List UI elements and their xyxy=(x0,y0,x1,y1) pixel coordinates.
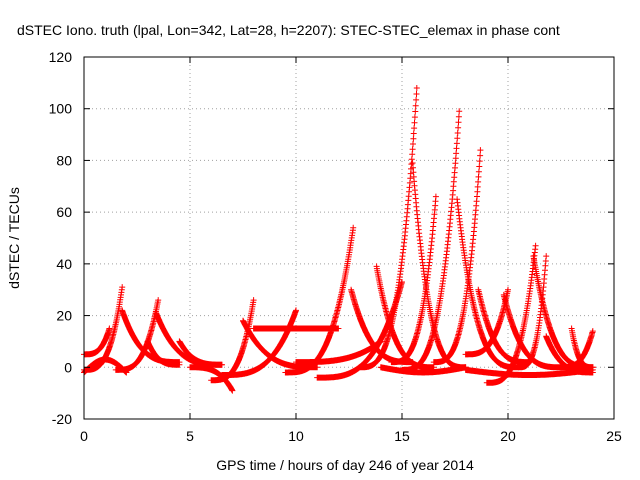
data-point-markers xyxy=(515,253,550,371)
data-arc xyxy=(515,253,550,371)
data-point-markers xyxy=(373,263,437,371)
data-arc xyxy=(112,297,162,373)
data-point-markers xyxy=(430,147,484,366)
data-arc xyxy=(373,263,437,371)
x-tick-label: 0 xyxy=(80,428,88,444)
data-point-markers xyxy=(314,279,405,381)
data-point-markers xyxy=(462,286,511,358)
x-tick-label: 5 xyxy=(186,428,194,444)
data-point-markers xyxy=(112,297,162,373)
data-arc xyxy=(176,338,225,368)
x-tick-label: 10 xyxy=(288,428,304,444)
y-tick-label: 80 xyxy=(56,152,72,168)
data-arc xyxy=(282,224,357,376)
y-tick-label: 60 xyxy=(56,204,72,220)
data-point-markers xyxy=(250,325,342,332)
x-tick-label: 15 xyxy=(394,428,410,444)
tick-layer: 0 5 10 15 20 25 -20 0 20 40 60 80 100 120 xyxy=(49,49,622,444)
data-point-markers xyxy=(399,108,463,373)
data-arc xyxy=(377,364,469,376)
data-arc xyxy=(462,286,511,358)
data-arc xyxy=(314,279,405,381)
data-arc xyxy=(462,366,596,378)
data-arc xyxy=(144,338,183,368)
y-tick-label: 100 xyxy=(49,101,73,117)
y-tick-label: 0 xyxy=(64,359,72,375)
data-arc xyxy=(399,108,463,373)
data-layer xyxy=(81,85,596,394)
data-arc xyxy=(388,193,439,366)
data-point-markers xyxy=(377,364,469,376)
data-point-markers xyxy=(462,366,596,378)
plot-frame xyxy=(83,56,615,420)
data-arc xyxy=(293,338,384,366)
y-tick-label: 20 xyxy=(56,308,72,324)
data-point-markers xyxy=(293,338,384,366)
data-point-markers xyxy=(176,338,225,368)
data-point-markers xyxy=(144,338,183,368)
x-tick-label: 25 xyxy=(606,428,622,444)
y-tick-label: -20 xyxy=(52,411,72,427)
data-arc xyxy=(250,325,342,332)
data-point-markers xyxy=(388,193,439,366)
x-axis-label: GPS time / hours of day 246 of year 2014 xyxy=(216,457,474,473)
data-arc xyxy=(430,147,484,366)
x-tick-label: 20 xyxy=(500,428,516,444)
y-tick-label: 120 xyxy=(49,49,73,65)
data-point-markers xyxy=(282,224,357,376)
chart-title: dSTEC Iono. truth (lpal, Lon=342, Lat=28… xyxy=(17,22,560,38)
y-tick-label: 40 xyxy=(56,256,72,272)
y-axis-label: dSTEC / TECUs xyxy=(6,187,22,289)
